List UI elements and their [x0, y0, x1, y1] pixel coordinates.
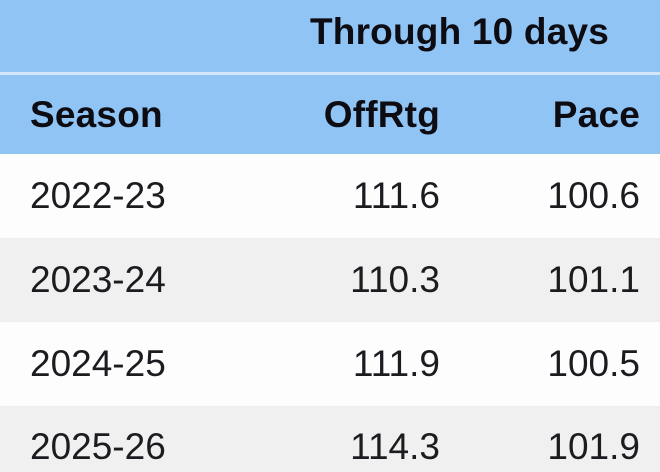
column-header-offrtg: OffRtg: [323, 93, 440, 135]
column-header-season: Season: [30, 93, 163, 135]
table-row: 2023-24 110.3 101.1: [0, 238, 660, 322]
season-cell: 2024-25: [30, 343, 166, 384]
offrtg-cell: 114.3: [350, 426, 440, 467]
header-separator-line: [0, 72, 660, 75]
banner-title: Through 10 days: [309, 11, 610, 52]
offrtg-cell: 111.9: [352, 343, 440, 384]
banner-spacer: [0, 0, 275, 72]
pace-cell: 101.1: [547, 259, 640, 300]
offrtg-cell: 111.6: [352, 175, 440, 216]
pace-cell: 100.6: [547, 175, 640, 216]
table-row: 2022-23 111.6 100.6: [0, 154, 660, 238]
offrtg-cell: 110.3: [350, 259, 440, 300]
table-row: 2025-26 114.3 101.9: [0, 406, 660, 472]
column-header-pace: Pace: [552, 93, 640, 135]
season-cell: 2023-24: [30, 259, 166, 300]
season-cell: 2025-26: [30, 426, 166, 467]
banner-row: Through 10 days: [0, 0, 660, 72]
season-cell: 2022-23: [30, 175, 166, 216]
pace-cell: 101.9: [547, 426, 640, 467]
table-row: 2024-25 111.9 100.5: [0, 322, 660, 406]
pace-cell: 100.5: [547, 343, 640, 384]
column-header-row: Season OffRtg Pace: [0, 75, 660, 154]
